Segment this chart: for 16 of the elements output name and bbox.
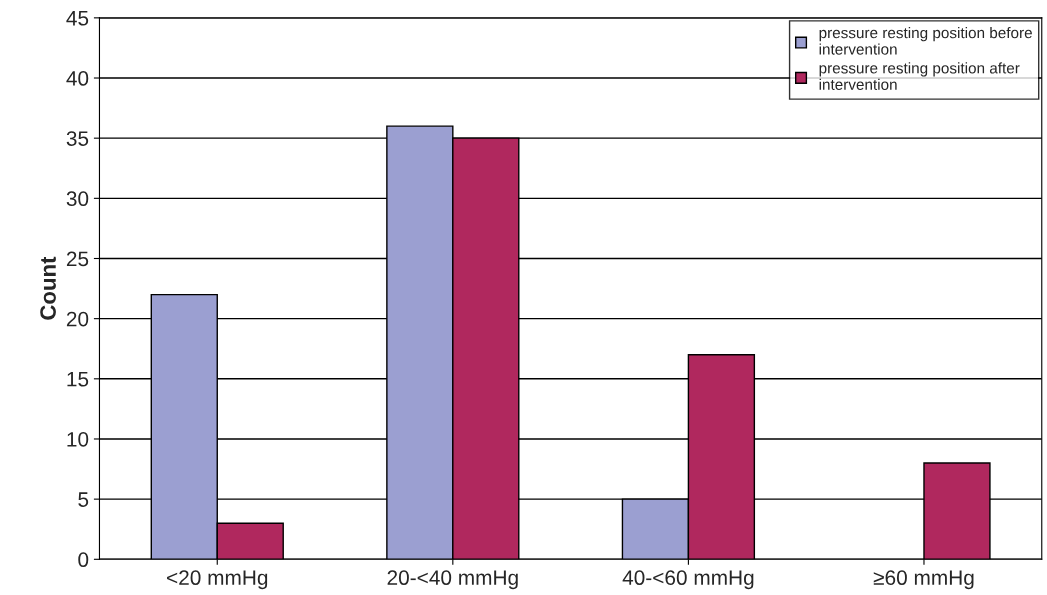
y-tick-label: 25 [66, 251, 89, 267]
y-tick-label: 45 [66, 11, 89, 26]
y-tick-label: 35 [66, 131, 89, 146]
y-tick-label: 20 [66, 311, 89, 327]
legend-label: pressure resting position after intervention [819, 62, 1020, 90]
x-tick-label: 20-<40 mmHg [387, 570, 518, 590]
x-tick-label: <20 mmHg [167, 570, 268, 590]
y-tick-label: 5 [78, 492, 89, 507]
x-tick-label: 40-<60 mmHg [622, 570, 754, 590]
y-axis-title: Count [40, 256, 56, 320]
y-tick-label: 10 [67, 431, 89, 447]
x-tick-label: ≥60 mmHg [873, 570, 974, 590]
y-tick-label: 30 [66, 191, 89, 207]
y-tick-label: 0 [78, 552, 89, 568]
y-tick-label: 15 [67, 372, 89, 387]
y-tick-label: 40 [66, 71, 89, 86]
